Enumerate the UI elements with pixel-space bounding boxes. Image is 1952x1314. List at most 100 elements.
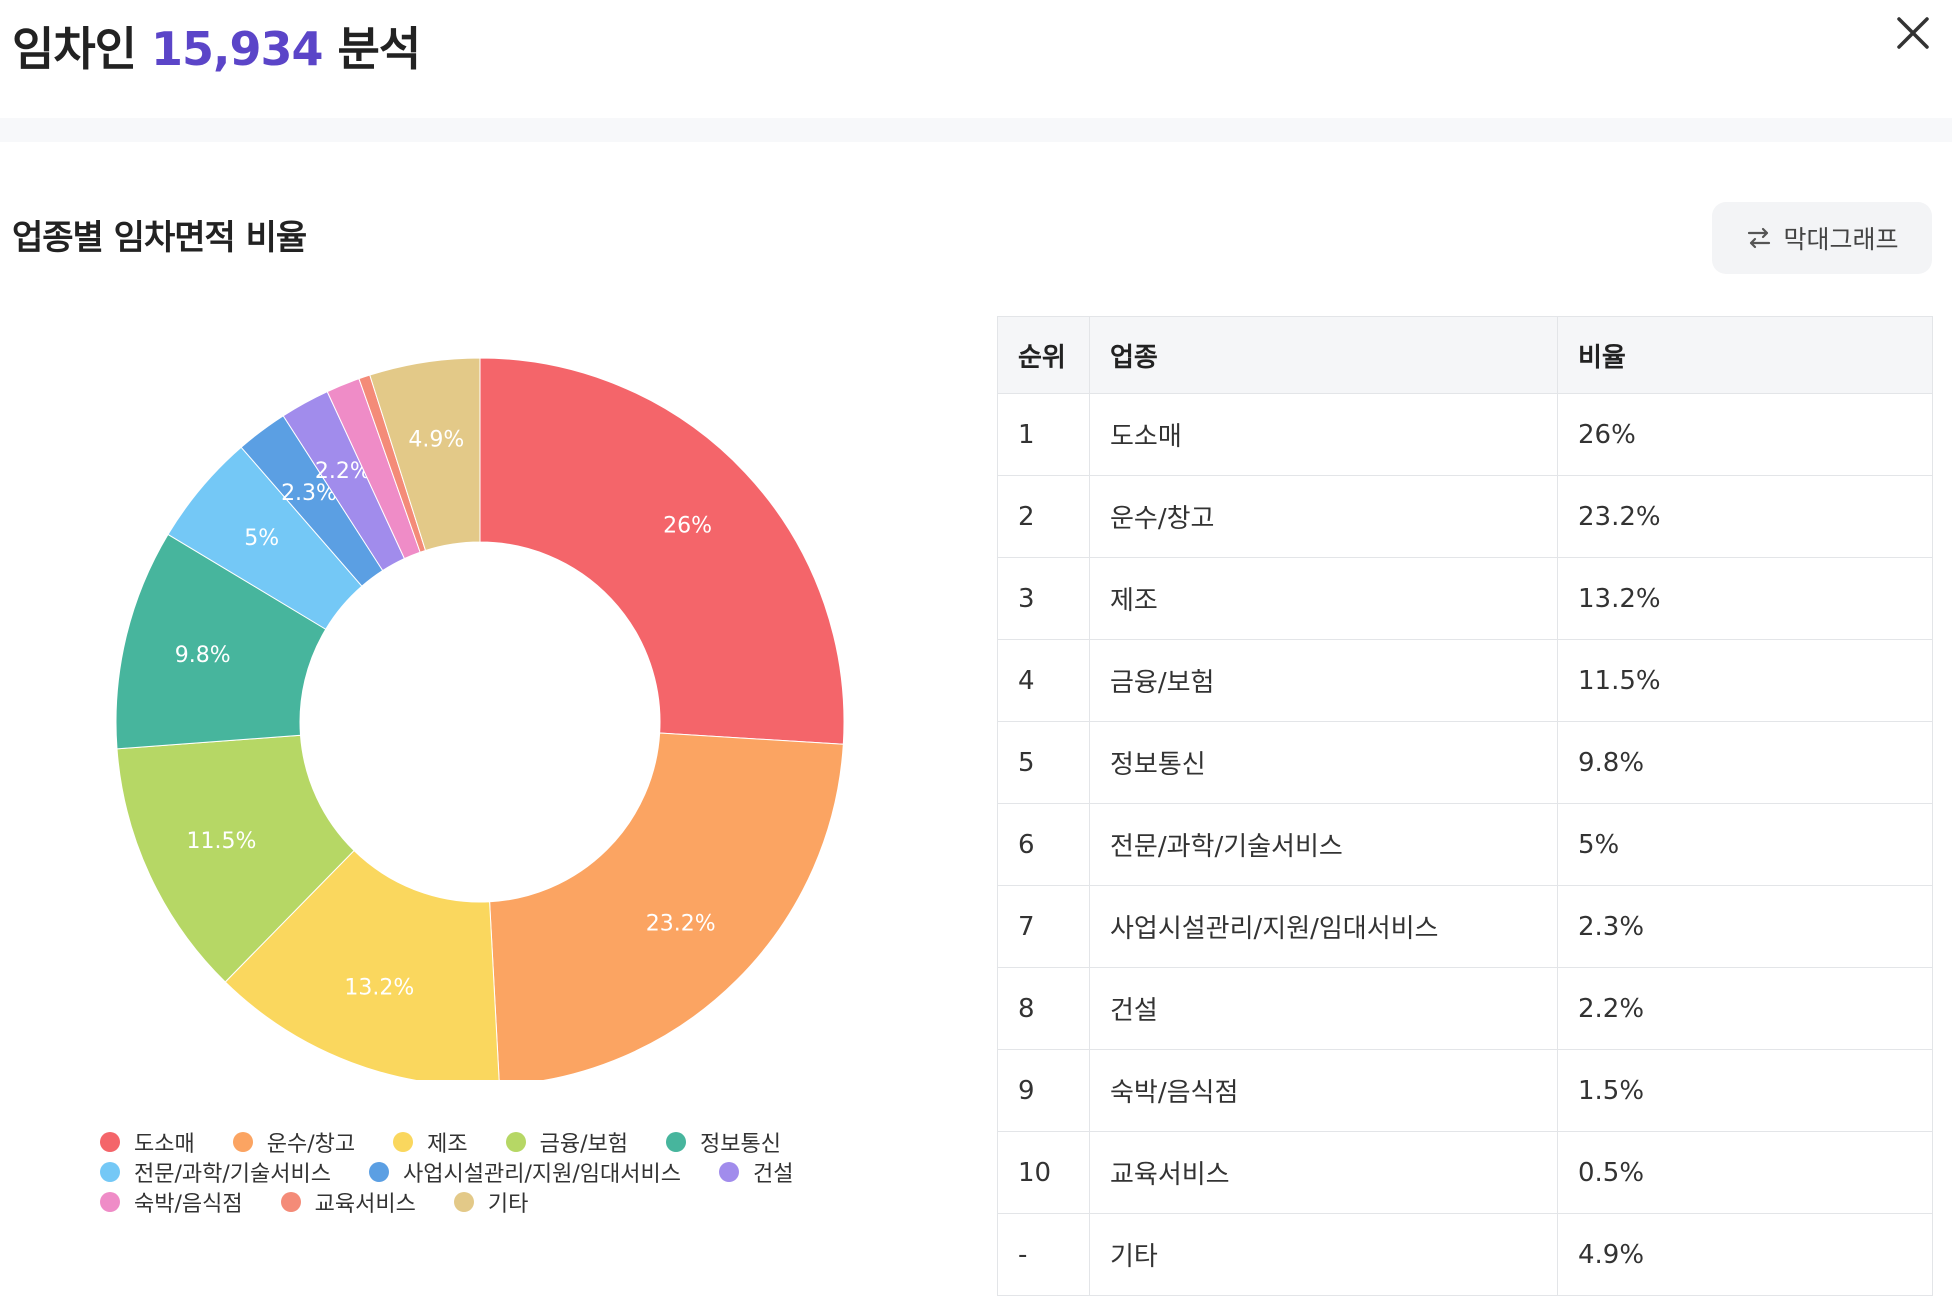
header: 임차인 15,934 분석 [12,14,422,84]
legend-item[interactable]: 정보통신 [665,1130,781,1157]
legend-item[interactable]: 도소매 [100,1130,195,1157]
legend-item[interactable]: 제조 [393,1130,468,1157]
slice-label: 13.2% [344,976,414,1001]
industry-cell: 사업시설관리/지원/임대서비스 [1089,885,1558,968]
legend-label: 제조 [427,1132,468,1157]
title-suffix: 분석 [337,22,422,76]
legend-item[interactable]: 금융/보험 [505,1130,628,1157]
industry-cell: 숙박/음식점 [1089,1049,1558,1132]
rank-cell: 3 [997,557,1090,640]
rank-cell: 5 [997,721,1090,804]
legend-item[interactable]: 전문/과학/기술서비스 [100,1160,331,1187]
legend-label: 정보통신 [699,1132,781,1157]
slice-label: 26% [663,514,712,539]
table-row: 6 전문/과학/기술서비스 5% [997,803,1933,886]
rank-cell: - [997,1213,1090,1296]
rank-cell: 7 [997,885,1090,968]
rank-cell: 9 [997,1049,1090,1132]
slice-label: 9.8% [175,643,231,668]
legend-item[interactable]: 사업시설관리/지원/임대서비스 [369,1160,681,1187]
table-row: 3 제조 13.2% [997,557,1933,640]
ratio-cell: 5% [1557,803,1933,886]
ratio-cell: 23.2% [1557,475,1933,558]
legend-dot-icon [100,1132,120,1152]
bar-chart-toggle-button[interactable]: 막대그래프 [1712,202,1932,274]
header-industry: 업종 [1089,316,1558,394]
table-row: 10 교육서비스 0.5% [997,1131,1933,1214]
legend-item[interactable]: 기타 [453,1190,528,1217]
legend-dot-icon [232,1132,253,1152]
legend-dot-icon [453,1192,474,1212]
industry-cell: 제조 [1089,557,1558,640]
legend-dot-icon [665,1132,686,1152]
donut-slice-2[interactable] [489,732,844,1080]
legend-label: 금융/보험 [539,1132,628,1157]
industry-cell: 전문/과학/기술서비스 [1089,803,1558,886]
ratio-cell: 0.5% [1557,1131,1933,1214]
table-row: 4 금융/보험 11.5% [997,639,1933,722]
legend-dot-icon [100,1192,120,1212]
legend-dot-icon [100,1162,120,1182]
rank-cell: 1 [997,393,1090,476]
close-icon [1897,17,1929,49]
donut-slice-4[interactable] [116,734,355,983]
rank-cell: 8 [997,967,1090,1050]
legend-label: 교육서비스 [314,1192,416,1217]
legend-label: 도소매 [134,1132,195,1157]
ratio-cell: 4.9% [1557,1213,1933,1296]
table-header-row: 순위 업종 비율 [997,316,1933,394]
ratio-cell: 2.3% [1557,885,1933,968]
industry-cell: 정보통신 [1089,721,1558,804]
rank-cell: 6 [997,803,1090,886]
bar-chart-toggle-label: 막대그래프 [1783,225,1899,254]
table-row: 2 운수/창고 23.2% [997,475,1933,558]
legend-dot-icon [393,1132,414,1152]
legend-item[interactable]: 숙박/음식점 [100,1190,243,1217]
table-row: 8 건설 2.2% [997,967,1933,1050]
title-prefix: 임차인 [12,22,137,76]
table-row: - 기타 4.9% [997,1213,1933,1296]
header-rank: 순위 [997,316,1090,394]
rank-cell: 2 [997,475,1090,558]
legend-item[interactable]: 교육서비스 [280,1190,416,1217]
legend-label: 전문/과학/기술서비스 [134,1162,331,1187]
header-ratio: 비율 [1557,316,1933,394]
tenant-count: 15,934 [150,22,324,76]
ratio-cell: 13.2% [1557,557,1933,640]
slice-label: 5% [244,526,279,551]
industry-cell: 도소매 [1089,393,1558,476]
rank-cell: 4 [997,639,1090,722]
donut-chart: 26%23.2%13.2%11.5%9.8%5%2.3%2.2%4.9% [115,357,845,1080]
industry-cell: 교육서비스 [1089,1131,1558,1214]
ratio-cell: 9.8% [1557,721,1933,804]
table-row: 7 사업시설관리/지원/임대서비스 2.3% [997,885,1933,968]
legend-dot-icon [718,1162,739,1182]
legend-label: 사업시설관리/지원/임대서비스 [403,1162,681,1187]
donut-slice-5[interactable] [115,533,327,750]
legend-item[interactable]: 운수/창고 [232,1130,355,1157]
slice-label: 11.5% [187,829,257,854]
ratio-cell: 11.5% [1557,639,1933,722]
table-row: 5 정보통신 9.8% [997,721,1933,804]
rank-cell: 10 [997,1131,1090,1214]
slice-label: 23.2% [646,911,716,936]
page-title: 임차인 15,934 분석 [12,14,422,84]
legend-label: 건설 [752,1162,794,1187]
ratio-cell: 1.5% [1557,1049,1933,1132]
table-row: 1 도소매 26% [997,393,1933,476]
donut-slice-3[interactable] [224,849,500,1080]
legend-dot-icon [369,1162,389,1182]
industry-cell: 운수/창고 [1089,475,1558,558]
close-button[interactable] [1890,10,1936,56]
section-divider [0,118,1952,142]
donut-slice-1[interactable] [479,357,845,745]
swap-arrows-icon [1748,227,1771,249]
donut-slice-11[interactable] [369,357,481,552]
legend-dot-icon [280,1192,301,1212]
legend-label: 기타 [487,1192,529,1217]
industry-cell: 기타 [1089,1213,1558,1296]
legend-item[interactable]: 건설 [718,1160,793,1187]
section-title: 업종별 임차면적 비율 [12,218,307,258]
